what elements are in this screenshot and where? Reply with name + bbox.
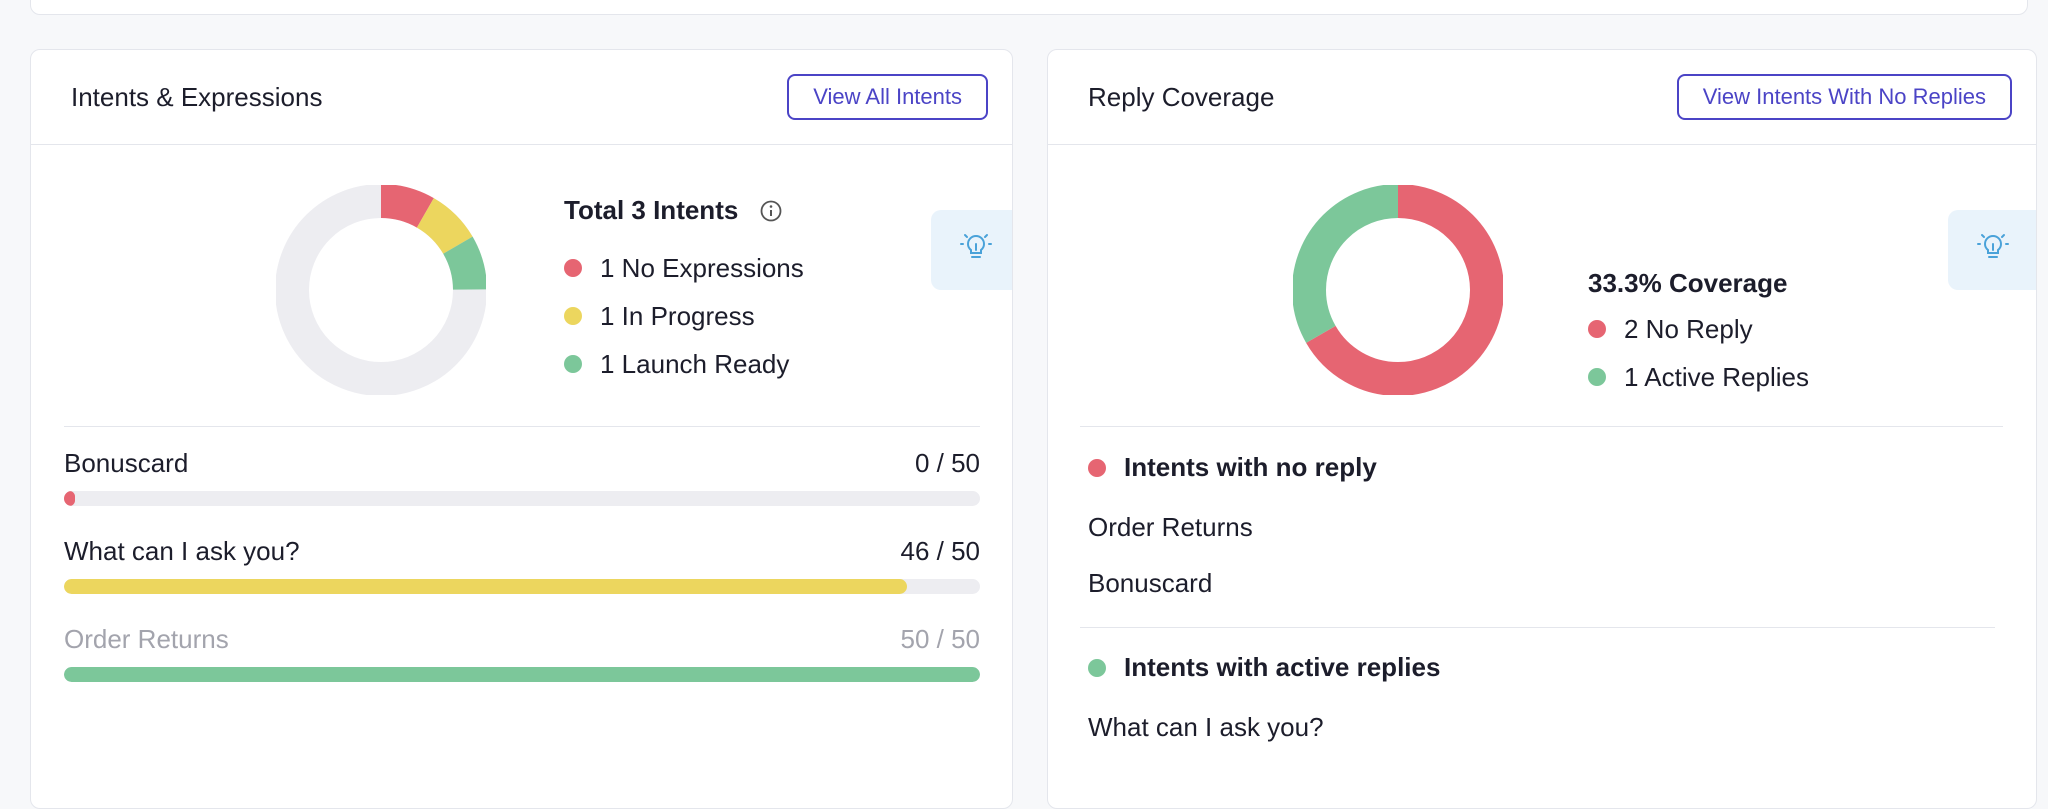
list-item[interactable]: Order Returns xyxy=(1088,512,1253,542)
intents-donut-chart xyxy=(275,184,487,400)
progress-track xyxy=(64,579,980,594)
legend-label: 1 In Progress xyxy=(600,300,755,331)
top-panel-edge xyxy=(30,0,2028,15)
no-reply-section-heading: Intents with no reply xyxy=(1088,452,1377,483)
legend-label: 1 Active Replies xyxy=(1624,361,1809,392)
donut-segment xyxy=(1292,184,1504,396)
intents-total-label: Total 3 Intents xyxy=(564,195,739,225)
green-dot-icon xyxy=(1588,368,1606,386)
progress-track xyxy=(64,667,980,682)
coverage-card-header: Reply Coverage View Intents With No Repl… xyxy=(1048,50,2036,145)
tips-tab[interactable] xyxy=(931,210,1012,290)
intents-total: Total 3 Intents xyxy=(564,195,804,226)
view-all-intents-button[interactable]: View All Intents xyxy=(787,74,988,120)
intent-name: Bonuscard xyxy=(64,447,189,478)
progress-fill xyxy=(64,667,980,682)
legend-label: 1 Launch Ready xyxy=(600,348,790,379)
section-heading-label: Intents with no reply xyxy=(1124,452,1377,482)
green-dot-icon xyxy=(564,355,582,373)
legend-item-launch-ready: 1 Launch Ready xyxy=(564,340,804,388)
legend-item-no-expressions: 1 No Expressions xyxy=(564,244,804,292)
legend-item-active-replies: 1 Active Replies xyxy=(1588,353,1809,401)
view-no-replies-button[interactable]: View Intents With No Replies xyxy=(1676,74,2012,120)
progress-track xyxy=(64,491,980,506)
tips-tab[interactable] xyxy=(1948,210,2036,290)
coverage-card-title: Reply Coverage xyxy=(1088,81,1275,112)
progress-fill xyxy=(64,491,75,506)
intents-card-header: Intents & Expressions View All Intents xyxy=(31,50,1012,145)
lightbulb-icon xyxy=(960,232,992,269)
yellow-dot-icon xyxy=(564,307,582,325)
divider xyxy=(64,426,980,427)
green-dot-icon xyxy=(1088,658,1106,677)
intents-legend: Total 3 Intents 1 No Expressions 1 In Pr… xyxy=(564,195,804,388)
intents-card-title: Intents & Expressions xyxy=(71,81,323,112)
section-heading-label: Intents with active replies xyxy=(1124,652,1441,682)
intent-name: Order Returns xyxy=(64,623,229,654)
progress-fill xyxy=(64,579,907,594)
reply-coverage-card: Reply Coverage View Intents With No Repl… xyxy=(1047,49,2037,809)
list-item[interactable]: Bonuscard xyxy=(1088,568,1213,598)
progress-row-order-returns[interactable]: Order Returns 50 / 50 xyxy=(64,621,980,682)
intents-donut-svg xyxy=(275,184,487,396)
intent-count: 0 / 50 xyxy=(914,447,980,478)
red-dot-icon xyxy=(1088,458,1106,477)
intents-expressions-card: Intents & Expressions View All Intents T… xyxy=(30,49,1013,809)
lightbulb-icon xyxy=(1977,232,2009,269)
legend-label: 2 No Reply xyxy=(1624,313,1753,344)
coverage-legend: 33.3% Coverage 2 No Reply 1 Active Repli… xyxy=(1588,268,1809,401)
list-item[interactable]: What can I ask you? xyxy=(1088,712,1324,742)
divider xyxy=(1080,627,1995,628)
coverage-label: 33.3% Coverage xyxy=(1588,268,1788,298)
intent-count: 46 / 50 xyxy=(900,535,980,566)
intent-count: 50 / 50 xyxy=(900,623,980,654)
divider xyxy=(1080,426,2003,427)
legend-item-in-progress: 1 In Progress xyxy=(564,292,804,340)
legend-item-no-reply: 2 No Reply xyxy=(1588,305,1809,353)
legend-label: 1 No Expressions xyxy=(600,252,804,283)
active-replies-section-heading: Intents with active replies xyxy=(1088,652,1440,683)
donut-segment xyxy=(275,184,487,396)
coverage-donut-svg xyxy=(1292,184,1504,396)
info-icon[interactable] xyxy=(760,200,782,222)
progress-row-bonuscard[interactable]: Bonuscard 0 / 50 xyxy=(64,445,980,506)
coverage-donut-chart xyxy=(1292,184,1504,400)
red-dot-icon xyxy=(564,259,582,277)
coverage-total: 33.3% Coverage xyxy=(1588,268,1809,299)
intent-name: What can I ask you? xyxy=(64,535,300,566)
red-dot-icon xyxy=(1588,320,1606,338)
progress-row-what-can-i-ask[interactable]: What can I ask you? 46 / 50 xyxy=(64,533,980,594)
